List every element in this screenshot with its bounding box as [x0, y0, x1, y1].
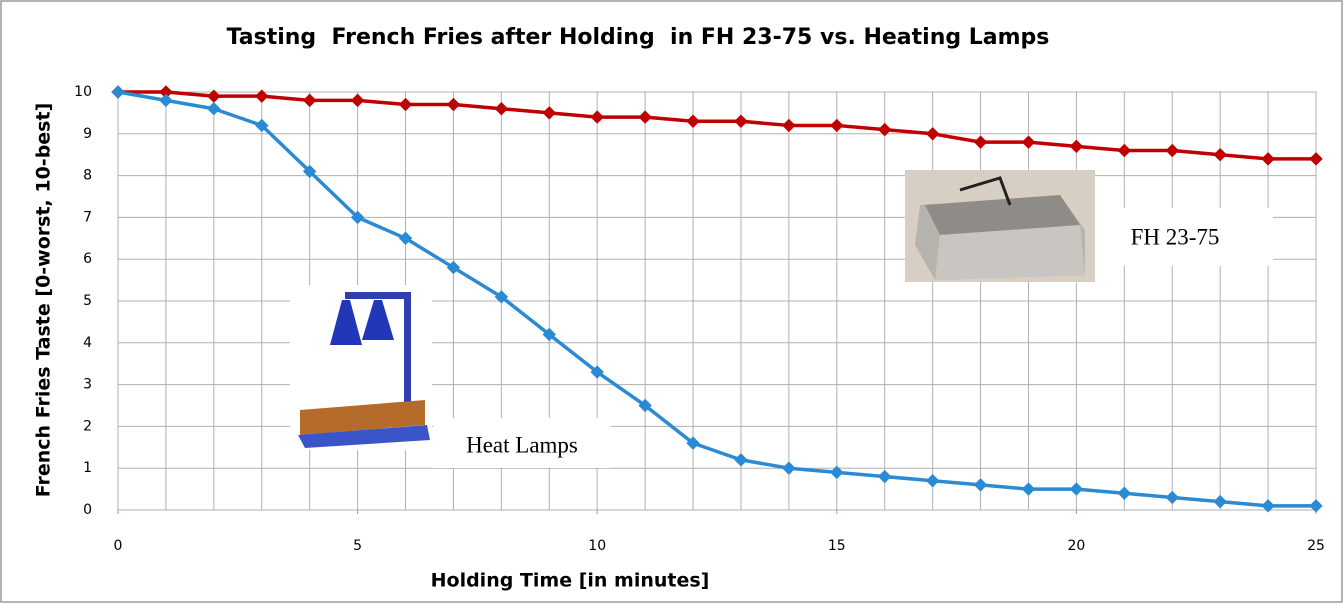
x-tick-label: 0: [114, 538, 123, 554]
x-tick-label: 10: [588, 538, 606, 554]
x-tick-label: 20: [1067, 538, 1085, 554]
chart: Tasting French Fries after Holding in FH…: [0, 0, 1344, 603]
x-axis-title: Holding Time [in minutes]: [431, 570, 710, 592]
x-tick-label: 5: [353, 538, 362, 554]
y-tick-label: 0: [83, 502, 92, 518]
y-tick-label: 3: [83, 377, 92, 393]
y-tick-label: 5: [83, 293, 92, 309]
heat-lamp-photo: [290, 285, 432, 450]
y-tick-label: 7: [83, 209, 92, 225]
series-label: FH 23-75: [1131, 224, 1220, 249]
x-tick-label: 25: [1307, 538, 1325, 554]
y-tick-label: 8: [83, 168, 92, 184]
y-tick-label: 4: [83, 335, 92, 351]
y-tick-label: 9: [83, 126, 92, 142]
y-tick-label: 10: [74, 84, 92, 100]
x-tick-label: 15: [828, 538, 846, 554]
fryer-photo: [905, 170, 1095, 282]
series-label: Heat Lamps: [466, 432, 578, 457]
y-tick-label: 6: [83, 251, 92, 267]
y-tick-label: 1: [83, 460, 92, 476]
chart-title: Tasting French Fries after Holding in FH…: [227, 25, 1050, 50]
y-axis-title: French Fries Taste [0-worst, 10-best]: [33, 103, 55, 498]
y-tick-label: 2: [83, 418, 92, 434]
